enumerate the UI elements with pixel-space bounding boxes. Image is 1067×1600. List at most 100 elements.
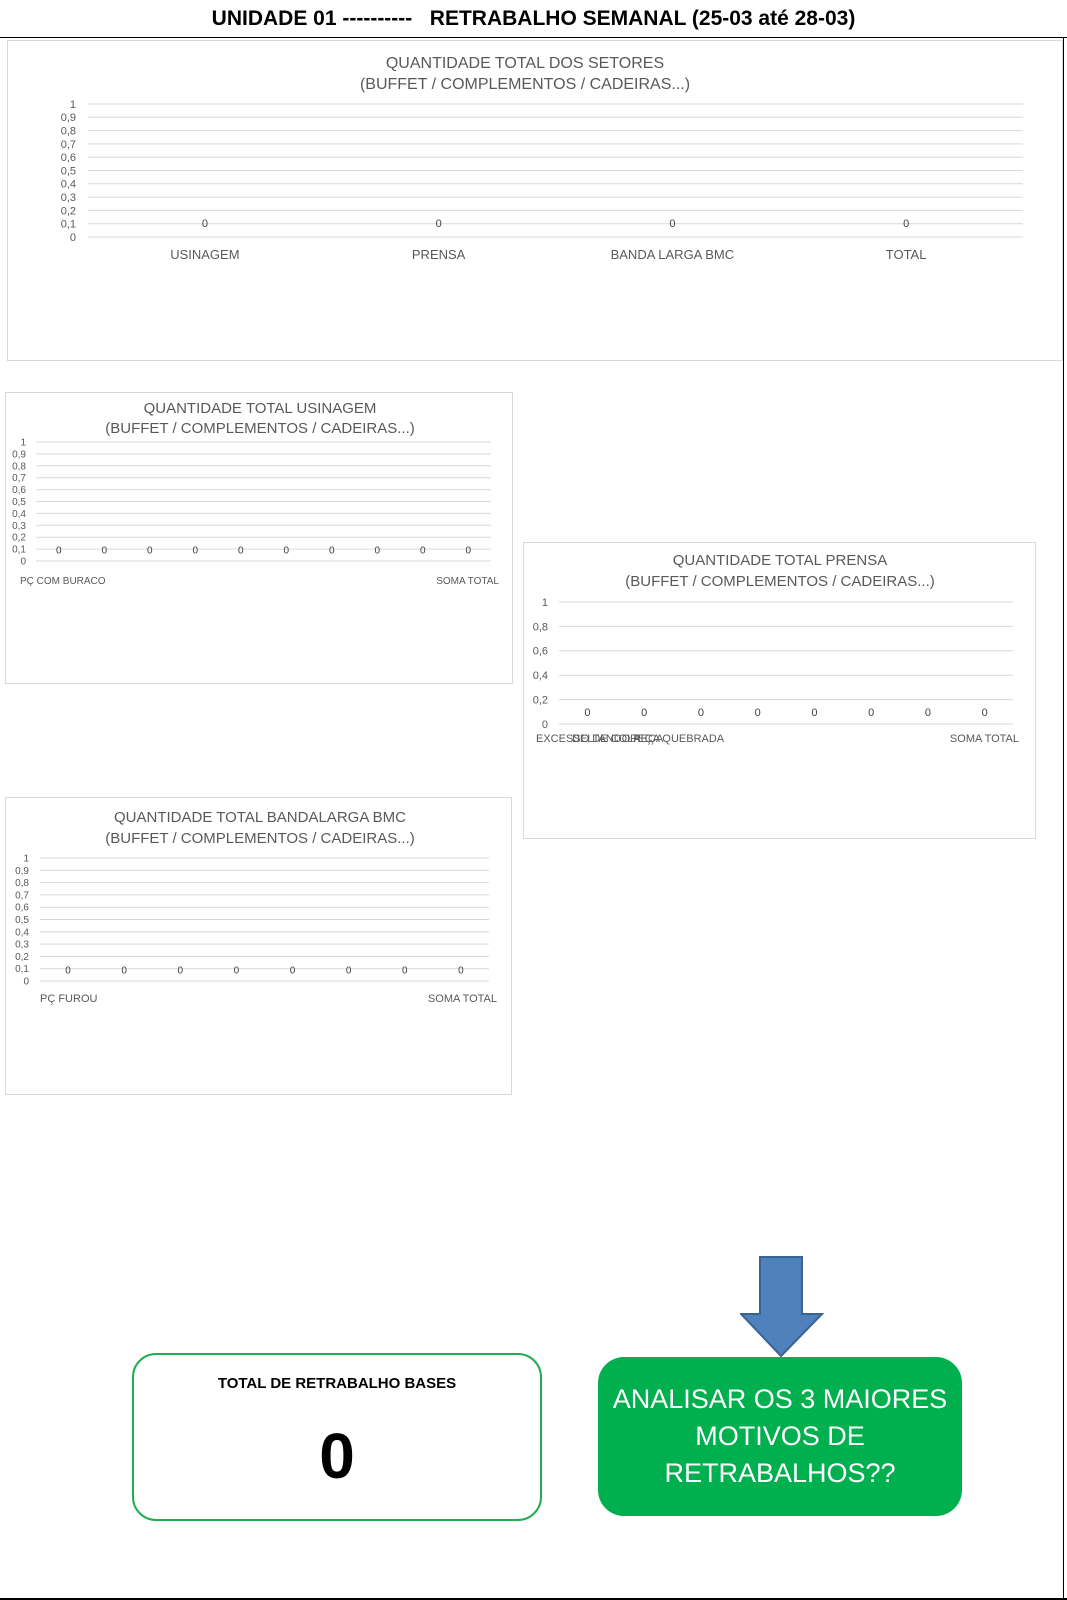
chart-setores-svg: QUANTIDADE TOTAL DOS SETORES (BUFFET / CO… <box>61 55 1023 262</box>
data-label: 0 <box>868 707 874 719</box>
data-label: 0 <box>56 546 62 557</box>
data-label: 0 <box>101 546 107 557</box>
x-category-label: PEÇA QUEBRADA <box>630 733 725 745</box>
x-category-label: SOMA TOTAL <box>428 993 497 1005</box>
y-tick-label: 0,4 <box>12 509 26 520</box>
y-tick-label: 0,9 <box>15 866 29 877</box>
y-tick-label: 0,6 <box>61 152 76 164</box>
y-tick-label: 0,9 <box>61 112 76 124</box>
x-category-label: PÇ FUROU <box>40 993 98 1005</box>
y-tick-label: 0,2 <box>15 952 29 963</box>
data-label: 0 <box>283 546 289 557</box>
y-tick-label: 0,1 <box>61 219 76 231</box>
data-label: 0 <box>420 546 426 557</box>
x-category-label: TOTAL <box>886 247 927 262</box>
chart-usinagem-svg: QUANTIDADE TOTAL USINAGEM (BUFFET / COMPL… <box>12 400 499 587</box>
chart-prensa-svg: QUANTIDADE TOTAL PRENSA (BUFFET / COMPLEM… <box>533 552 1019 745</box>
data-label: 0 <box>925 707 931 719</box>
x-category-label: PRENSA <box>412 247 466 262</box>
y-tick-label: 0,5 <box>61 165 76 177</box>
arrow-down-shape <box>740 1256 824 1358</box>
chart-prensa: QUANTIDADE TOTAL PRENSA (BUFFET / COMPLEM… <box>523 542 1036 839</box>
y-tick-label: 0,1 <box>15 964 29 975</box>
y-tick-label: 0,8 <box>61 125 76 137</box>
page-title: UNIDADE 01 ---------- RETRABALHO SEMANAL… <box>211 7 856 30</box>
data-label: 0 <box>202 218 208 230</box>
page-header: UNIDADE 01 ---------- RETRABALHO SEMANAL… <box>0 0 1067 38</box>
chart-bandalarga-svg: QUANTIDADE TOTAL BANDALARGA BMC (BUFFET /… <box>15 809 497 1005</box>
data-label: 0 <box>178 966 184 977</box>
y-tick-label: 1 <box>23 854 29 865</box>
y-tick-label: 0 <box>70 232 76 244</box>
y-tick-label: 0,2 <box>533 694 548 706</box>
y-tick-label: 0,7 <box>61 139 76 151</box>
y-tick-label: 0,8 <box>533 621 548 633</box>
y-tick-label: 0,7 <box>15 890 29 901</box>
x-category-label: DELTANDO PEÇA <box>572 733 664 745</box>
y-tick-label: 0 <box>23 977 29 988</box>
y-tick-label: 0,3 <box>61 192 76 204</box>
data-label: 0 <box>402 966 408 977</box>
data-label: 0 <box>234 966 240 977</box>
analyze-reasons-text: ANALISAR OS 3 MAIORES MOTIVOS DE RETRABA… <box>612 1384 948 1488</box>
arrow-down-icon <box>740 1256 824 1358</box>
y-tick-label: 0,7 <box>12 473 26 484</box>
data-label: 0 <box>903 218 909 230</box>
y-tick-label: 0,9 <box>12 449 26 460</box>
data-label: 0 <box>238 546 244 557</box>
data-label: 0 <box>641 707 647 719</box>
y-tick-label: 0,5 <box>12 497 26 508</box>
y-tick-label: 1 <box>20 438 26 449</box>
chart-title: QUANTIDADE TOTAL BANDALARGA BMC <box>114 809 406 826</box>
y-tick-label: 0,8 <box>15 878 29 889</box>
data-label: 0 <box>436 218 442 230</box>
total-rework-box: TOTAL DE RETRABALHO BASES 0 <box>132 1353 542 1521</box>
x-category-label: PÇ COM BURACO <box>20 576 106 587</box>
chart-bandalarga: QUANTIDADE TOTAL BANDALARGA BMC (BUFFET /… <box>5 797 512 1095</box>
chart-subtitle: (BUFFET / COMPLEMENTOS / CADEIRAS...) <box>105 830 415 847</box>
data-label: 0 <box>147 546 153 557</box>
x-category-label: SOMA TOTAL <box>950 733 1019 745</box>
data-label: 0 <box>811 707 817 719</box>
y-tick-label: 0 <box>20 557 26 568</box>
data-label: 0 <box>458 966 464 977</box>
y-tick-label: 1 <box>70 99 76 111</box>
y-tick-label: 0,3 <box>15 940 29 951</box>
y-tick-label: 0,4 <box>15 927 29 938</box>
data-label: 0 <box>329 546 335 557</box>
data-label: 0 <box>290 966 296 977</box>
y-tick-label: 0,6 <box>12 485 26 496</box>
data-label: 0 <box>584 707 590 719</box>
y-tick-label: 0 <box>542 719 548 731</box>
analyze-reasons-box: ANALISAR OS 3 MAIORES MOTIVOS DE RETRABA… <box>598 1357 962 1516</box>
chart-subtitle: (BUFFET / COMPLEMENTOS / CADEIRAS...) <box>360 76 690 93</box>
y-tick-label: 0,6 <box>15 903 29 914</box>
chart-title: QUANTIDADE TOTAL PRENSA <box>673 552 888 569</box>
y-tick-label: 0,2 <box>12 533 26 544</box>
total-rework-value: 0 <box>319 1420 355 1492</box>
data-label: 0 <box>65 966 71 977</box>
chart-title: QUANTIDADE TOTAL DOS SETORES <box>386 55 664 72</box>
data-label: 0 <box>669 218 675 230</box>
data-label: 0 <box>698 707 704 719</box>
chart-setores: QUANTIDADE TOTAL DOS SETORES (BUFFET / CO… <box>7 40 1063 361</box>
chart-title: QUANTIDADE TOTAL USINAGEM <box>144 400 377 417</box>
y-tick-label: 0,5 <box>15 915 29 926</box>
y-tick-label: 0,6 <box>533 646 548 658</box>
chart-usinagem: QUANTIDADE TOTAL USINAGEM (BUFFET / COMPL… <box>5 392 513 684</box>
data-label: 0 <box>755 707 761 719</box>
data-label: 0 <box>465 546 471 557</box>
y-tick-label: 0,2 <box>61 205 76 217</box>
data-label: 0 <box>346 966 352 977</box>
x-category-label: SOMA TOTAL <box>436 576 499 587</box>
y-tick-label: 1 <box>542 597 548 609</box>
x-category-label: EXCESSO DE COLA <box>536 733 641 745</box>
x-category-label: BANDA LARGA BMC <box>611 247 735 262</box>
total-rework-label: TOTAL DE RETRABALHO BASES <box>217 1375 457 1392</box>
x-category-label: USINAGEM <box>170 247 239 262</box>
y-tick-label: 0,4 <box>533 670 548 682</box>
y-tick-label: 0,4 <box>61 179 76 191</box>
data-label: 0 <box>121 966 127 977</box>
y-tick-label: 0,8 <box>12 461 26 472</box>
y-tick-label: 0,1 <box>12 545 26 556</box>
